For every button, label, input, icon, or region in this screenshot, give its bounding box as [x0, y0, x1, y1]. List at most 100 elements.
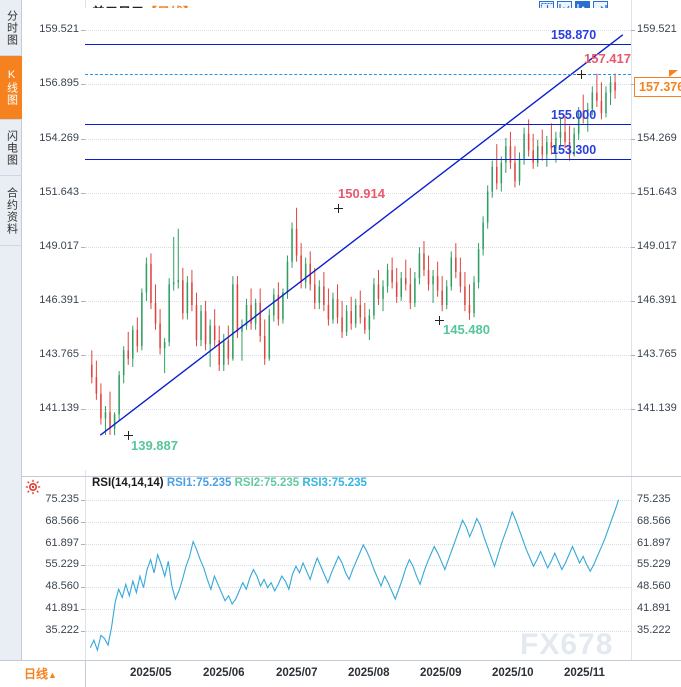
price-tick-mark: [631, 246, 635, 248]
period-selector-arrow-icon: ▲: [48, 670, 57, 680]
rsi-tick-label-left: 41.891: [45, 602, 79, 615]
price-tick-mark: [81, 246, 85, 248]
sidebar-item-label: 合约资料: [5, 186, 18, 235]
swing-low-marker: [435, 315, 444, 325]
study-hline[interactable]: [85, 158, 631, 160]
price-tag-flag-icon: [669, 70, 678, 78]
swing-low-label: 145.480: [443, 321, 490, 337]
price-tick-mark: [631, 84, 635, 86]
watermark: FX678: [520, 628, 614, 661]
rsi-tick-mark: [81, 631, 85, 633]
price-gridline: [85, 84, 631, 86]
rsi-tick-mark: [81, 499, 85, 501]
rsi2-legend: RSI2:75.235: [234, 477, 300, 489]
price-tick-label-right: 141.139: [637, 402, 677, 415]
sidebar-item-kline[interactable]: K线图: [0, 56, 22, 120]
rsi-tick-label-left: 75.235: [45, 492, 79, 505]
price-tick-mark: [631, 301, 635, 303]
price-tick-mark: [631, 409, 635, 411]
price-tick-mark: [81, 30, 85, 32]
price-gridline: [85, 355, 631, 357]
price-tick-mark: [631, 30, 635, 32]
time-axis-label: 2025/11: [564, 667, 605, 679]
rsi-right-border: [631, 477, 632, 661]
rsi1-legend: RSI1:75.235: [166, 477, 232, 489]
rsi-plot-area[interactable]: [85, 489, 631, 655]
price-tick-label-right: 159.521: [637, 23, 677, 36]
price-tick-label-left: 156.895: [39, 77, 79, 90]
swing-low-label-2: 139.887: [131, 438, 178, 454]
rsi-title-row: RSI(14,14,14) RSI1:75.235 RSI2:75.235 RS…: [92, 477, 367, 489]
rsi-tick-mark: [81, 521, 85, 523]
current-price-tag[interactable]: 157.376: [634, 77, 681, 98]
sidebar-item-label: 分时图: [5, 9, 18, 46]
sidebar-item-timeshare[interactable]: 分时图: [0, 0, 22, 56]
rsi-pane[interactable]: RSI(14,14,14) RSI1:75.235 RSI2:75.235 RS…: [22, 476, 681, 661]
time-axis-label: 2025/10: [492, 667, 534, 679]
price-tick-mark: [81, 355, 85, 357]
study-hline[interactable]: [85, 123, 631, 125]
price-tick-label-left: 154.269: [39, 131, 79, 144]
price-tick-label-right: 146.391: [637, 294, 677, 307]
study-hline-label: 155.000: [551, 107, 597, 122]
rsi-indicator-name: RSI(14,14,14): [92, 477, 164, 489]
price-tick-label-left: 149.017: [39, 239, 79, 252]
price-tick-label-right: 154.269: [637, 131, 677, 144]
sidebar-item-label: K线图: [5, 69, 18, 106]
trendline: [99, 34, 624, 436]
rsi-left-border: [85, 477, 86, 661]
price-gridline: [85, 409, 631, 411]
time-axis-label: 2025/09: [420, 667, 462, 679]
price-gridline: [85, 30, 631, 32]
rsi-tick-label-right: 68.566: [637, 514, 671, 527]
candlestick-series: [91, 34, 624, 436]
price-tick-mark: [81, 409, 85, 411]
time-axis-label: 2025/06: [203, 667, 245, 679]
study-hline[interactable]: [85, 43, 631, 45]
price-tick-mark: [81, 301, 85, 303]
current-price-dashed-line: [85, 74, 631, 76]
swing-high-label-2: 150.914: [338, 185, 385, 201]
left-sidebar: 分时图 K线图闪电图合约资料: [0, 0, 22, 660]
swing-low-marker-2: [124, 431, 133, 441]
price-tick-label-left: 159.521: [39, 23, 79, 36]
price-chart-pane[interactable]: 美元日元【日线】 ⊕: [22, 0, 681, 476]
rsi-tick-label-right: 75.235: [637, 492, 671, 505]
rsi-gridline: [85, 587, 631, 589]
rsi-gridline: [85, 521, 631, 523]
study-hline-label: 153.300: [551, 142, 597, 157]
rsi-tick-label-right: 55.229: [637, 558, 671, 571]
rsi-tick-mark: [81, 543, 85, 545]
period-selector-button[interactable]: 日线▲: [24, 665, 57, 682]
price-plot-area[interactable]: [85, 8, 631, 470]
rsi-tick-label-right: 61.897: [637, 536, 671, 549]
rsi-line-series: [89, 499, 620, 652]
time-axis: 日线▲ 2025/05 2025/06 2025/07 2025/08 2025/09 2…: [0, 660, 681, 687]
price-tick-mark: [81, 84, 85, 86]
rsi-tick-mark: [81, 587, 85, 589]
price-tick-mark: [81, 138, 85, 140]
price-tick-mark: [631, 192, 635, 194]
price-tick-mark: [81, 192, 85, 194]
price-tick-label-right: 149.017: [637, 239, 677, 252]
sidebar-item-label: 闪电图: [5, 129, 18, 166]
rsi-tick-label-left: 61.897: [45, 536, 79, 549]
rsi3-legend: RSI3:75.235: [302, 477, 367, 489]
study-hline-label: 158.870: [551, 27, 597, 42]
price-gridline: [85, 246, 631, 248]
rsi-gridline: [85, 565, 631, 567]
indicator-settings-icon[interactable]: [25, 479, 41, 495]
rsi-tick-mark: [81, 565, 85, 567]
rsi-gridline: [85, 631, 631, 633]
rsi-tick-label-right: 48.560: [637, 580, 671, 593]
sidebar-item-lightning[interactable]: 闪电图: [0, 120, 22, 176]
time-axis-label: 2025/07: [276, 667, 318, 679]
price-tick-label-left: 151.643: [39, 185, 79, 198]
rsi-tick-label-right: 41.891: [637, 602, 671, 615]
sidebar-item-contract-info[interactable]: 合约资料: [0, 176, 22, 246]
axis-separator: [85, 661, 86, 687]
price-gridline: [85, 138, 631, 140]
swing-high-label: 157.417: [584, 50, 631, 66]
rsi-gridline: [85, 609, 631, 611]
